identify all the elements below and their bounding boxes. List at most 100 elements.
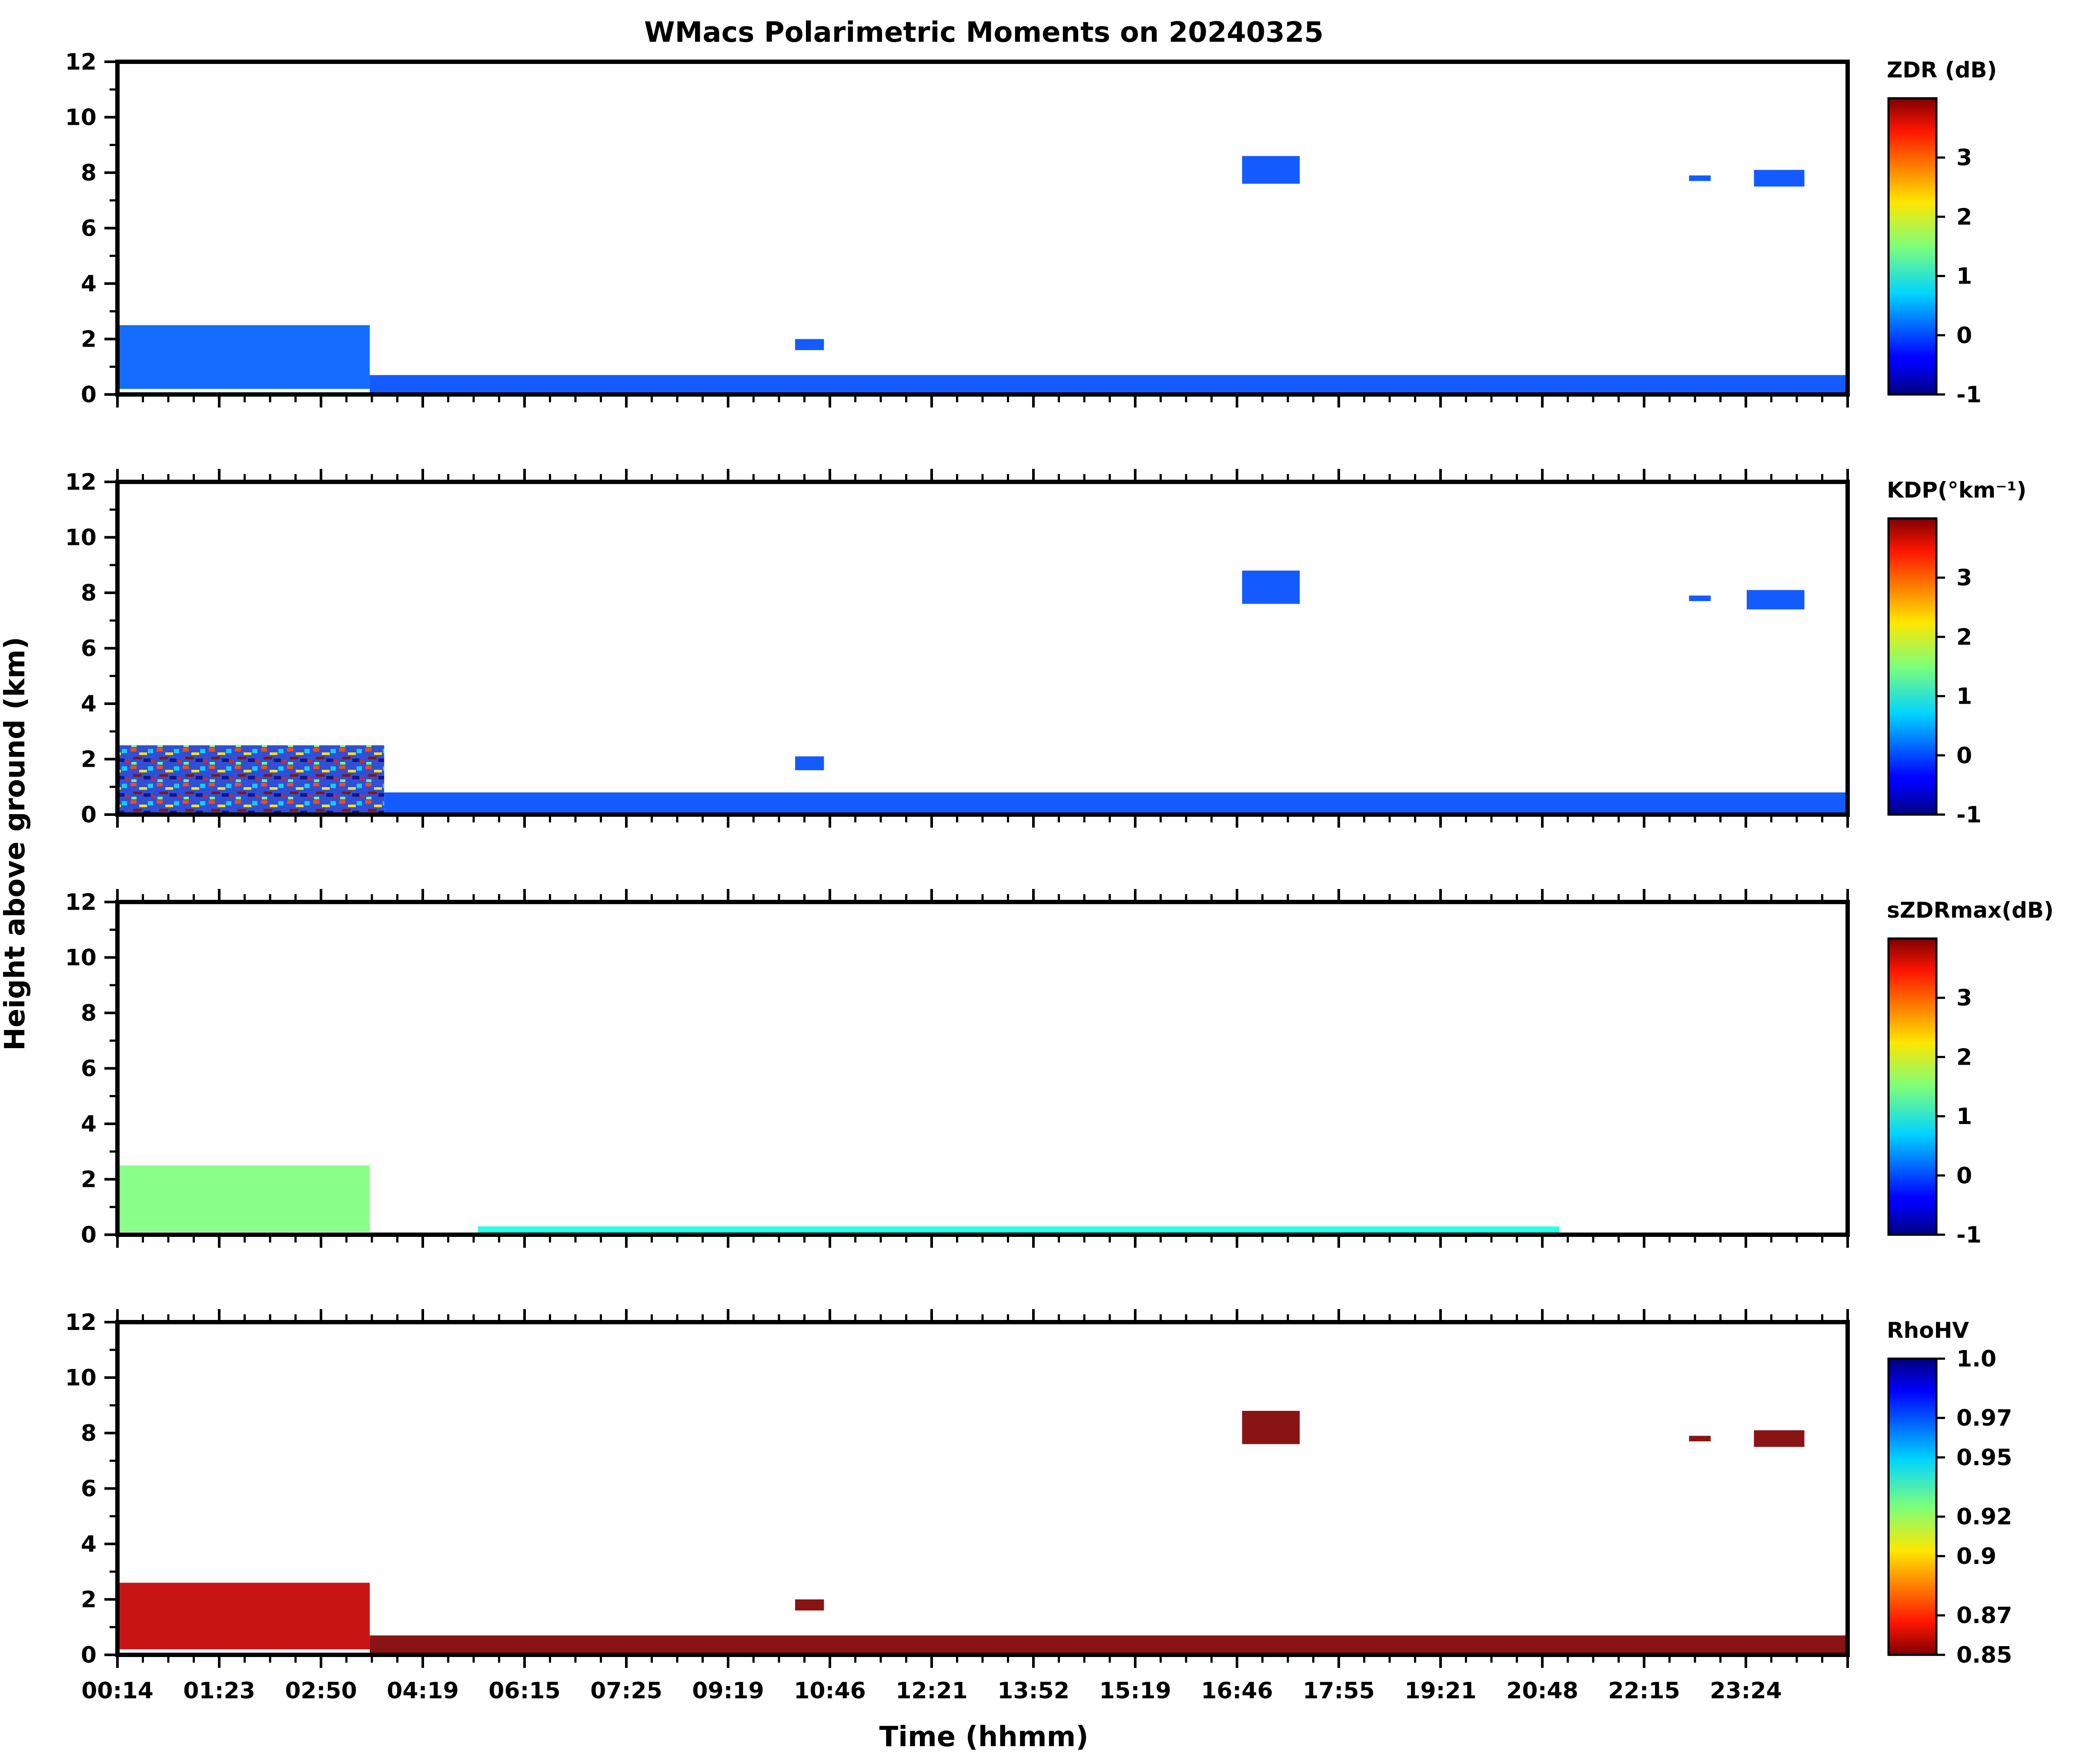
- y-tick-label: 12: [65, 49, 97, 75]
- colorbar-tick-label: 0.95: [1956, 1445, 2012, 1471]
- feature-rhohv-2: [795, 1599, 824, 1610]
- y-tick-label: 4: [81, 1531, 97, 1557]
- colorbar-tick-label: 2: [1956, 204, 1972, 230]
- colorbar-tick-label: 2: [1956, 1044, 1972, 1070]
- y-tick-label: 6: [81, 636, 97, 662]
- x-tick-label: 15:19: [1099, 1678, 1171, 1704]
- feature-rhohv-1: [370, 1635, 1848, 1655]
- colorbar-label: KDP(°km⁻¹): [1887, 478, 2026, 503]
- figure-title: WMacs Polarimetric Moments on 20240325: [644, 17, 1324, 49]
- panel-rhohv: 0 2 4 6 8 10 12 00:14 01:23 02:50 04:19 06:15 07:25 0…: [65, 1309, 2012, 1704]
- y-tick-label: 10: [65, 525, 97, 551]
- feature-kdp-3: [1242, 571, 1300, 604]
- feature-szdrmax-0: [117, 1165, 370, 1232]
- colorbar-kdp: [1887, 517, 1938, 816]
- x-tick-label: 17:55: [1303, 1678, 1375, 1704]
- feature-rhohv-4: [1689, 1436, 1711, 1442]
- axes-frame: [115, 900, 1850, 1237]
- x-tick-label: 10:46: [794, 1678, 866, 1704]
- y-tick-label: 4: [81, 1111, 97, 1137]
- colorbar-tick-label: 3: [1956, 565, 1972, 591]
- y-tick-label: 6: [81, 216, 97, 242]
- x-tick-label: 13:52: [997, 1678, 1070, 1704]
- feature-zdr-1: [370, 375, 1848, 394]
- axes-frame: [115, 60, 1850, 397]
- y-tick-label: 8: [81, 1000, 97, 1026]
- axes-frame: [115, 1320, 1850, 1657]
- x-tick-label: 04:19: [387, 1678, 459, 1704]
- colorbar-tick-label: 0: [1956, 743, 1972, 769]
- colorbar-label: ZDR (dB): [1887, 57, 1997, 83]
- colorbar-szdrmax: [1887, 937, 1938, 1236]
- colorbar-tick-label: 0.9: [1956, 1544, 1996, 1570]
- colorbar-tick-label: 0.92: [1956, 1504, 2012, 1530]
- x-tick-label: 02:50: [285, 1678, 357, 1704]
- feature-rhohv-0: [117, 1583, 370, 1650]
- colorbar-zdr: [1887, 97, 1938, 396]
- x-tick-label: 00:14: [81, 1678, 154, 1704]
- y-tick-label: 8: [81, 160, 97, 186]
- y-tick-label: 2: [81, 747, 97, 773]
- y-tick-label: 12: [65, 469, 97, 495]
- feature-zdr-5: [1754, 170, 1805, 187]
- colorbar-tick-label: 2: [1956, 624, 1972, 650]
- colorbar-tick-label: -1: [1956, 802, 1982, 828]
- colorbar-tick-label: 0: [1956, 1163, 1972, 1189]
- x-tick-label: 07:25: [590, 1678, 662, 1704]
- colorbar-rhohv: [1887, 1357, 1938, 1656]
- x-tick-label: 23:24: [1710, 1678, 1782, 1704]
- colorbar-tick-label: 3: [1956, 985, 1972, 1011]
- colorbar-tick-label: -1: [1956, 1222, 1982, 1248]
- colorbar-tick-label: 1: [1956, 264, 1972, 290]
- colorbar-tick-label: -1: [1956, 382, 1982, 408]
- colorbar-tick-label: 1: [1956, 684, 1972, 710]
- x-tick-label: 22:15: [1608, 1678, 1680, 1704]
- y-tick-label: 10: [65, 945, 97, 971]
- y-tick-label: 8: [81, 580, 97, 606]
- feature-kdp-1: [384, 792, 1848, 815]
- x-tick-label: 06:15: [488, 1678, 561, 1704]
- feature-rhohv-3: [1242, 1411, 1300, 1444]
- y-tick-label: 6: [81, 1476, 97, 1502]
- feature-kdp-0: [117, 745, 384, 815]
- y-tick-label: 6: [81, 1056, 97, 1082]
- colorbar-tick-label: 0: [1956, 323, 1972, 349]
- feature-kdp-4: [1689, 595, 1711, 601]
- y-tick-label: 0: [81, 802, 97, 828]
- x-tick-label: 20:48: [1506, 1678, 1578, 1704]
- colorbar-tick-label: 0.85: [1956, 1642, 2012, 1668]
- y-tick-label: 2: [81, 1587, 97, 1613]
- x-tick-label: 19:21: [1404, 1678, 1477, 1704]
- y-tick-label: 2: [81, 1167, 97, 1193]
- colorbar-label: sZDRmax(dB): [1887, 898, 2054, 923]
- colorbar-tick-label: 3: [1956, 145, 1972, 171]
- x-tick-label: 16:46: [1201, 1678, 1273, 1704]
- y-tick-label: 12: [65, 1310, 97, 1336]
- y-tick-label: 0: [81, 1222, 97, 1248]
- y-tick-label: 0: [81, 382, 97, 408]
- x-tick-label: 12:21: [896, 1678, 968, 1704]
- feature-rhohv-5: [1754, 1430, 1805, 1447]
- y-tick-label: 0: [81, 1642, 97, 1668]
- feature-zdr-4: [1689, 175, 1711, 181]
- feature-zdr-0: [117, 325, 370, 389]
- y-tick-label: 10: [65, 1365, 97, 1391]
- y-tick-label: 10: [65, 105, 97, 131]
- y-axis-label: Height above ground (km): [0, 637, 31, 1051]
- y-tick-label: 2: [81, 327, 97, 353]
- colorbar-tick-label: 0.87: [1956, 1603, 2012, 1629]
- feature-kdp-5: [1746, 590, 1805, 610]
- y-tick-label: 4: [81, 271, 97, 297]
- y-tick-label: 12: [65, 889, 97, 915]
- colorbar-tick-label: 1: [1956, 1104, 1972, 1130]
- y-tick-label: 8: [81, 1420, 97, 1447]
- x-axis-label: Time (hhmm): [879, 1721, 1089, 1753]
- y-tick-label: 4: [81, 691, 97, 717]
- feature-zdr-3: [1242, 156, 1300, 184]
- feature-kdp-2: [795, 756, 824, 770]
- x-tick-label: 01:23: [183, 1678, 255, 1704]
